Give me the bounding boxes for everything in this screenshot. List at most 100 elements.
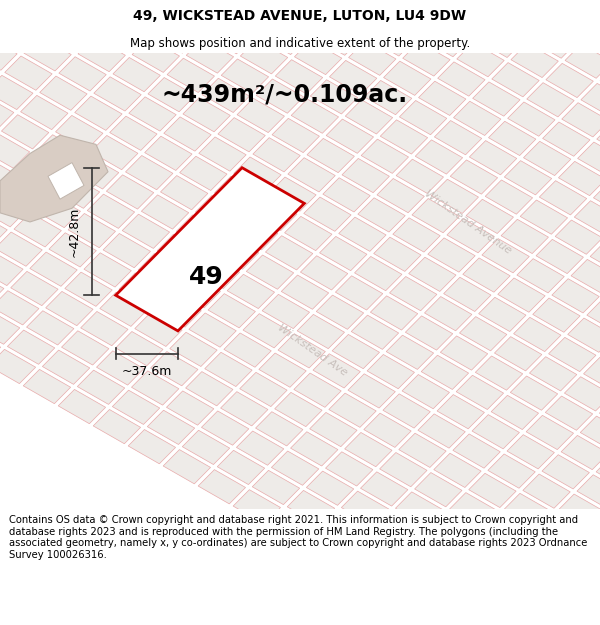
Polygon shape	[78, 38, 125, 72]
Polygon shape	[329, 393, 376, 428]
Polygon shape	[494, 337, 542, 371]
Polygon shape	[447, 219, 494, 253]
Polygon shape	[526, 416, 574, 449]
Polygon shape	[129, 97, 176, 131]
Polygon shape	[125, 156, 173, 190]
Polygon shape	[281, 275, 329, 309]
Polygon shape	[424, 296, 472, 331]
Polygon shape	[265, 236, 313, 270]
Polygon shape	[0, 232, 42, 266]
Polygon shape	[482, 239, 529, 273]
Polygon shape	[590, 240, 600, 274]
Polygon shape	[116, 168, 304, 331]
Polygon shape	[316, 295, 364, 329]
Polygon shape	[284, 216, 332, 251]
Polygon shape	[434, 121, 482, 155]
Polygon shape	[291, 99, 338, 133]
Polygon shape	[211, 235, 259, 269]
Polygon shape	[377, 179, 424, 212]
Polygon shape	[476, 23, 523, 58]
Polygon shape	[542, 455, 589, 489]
Polygon shape	[8, 0, 55, 32]
Polygon shape	[43, 350, 90, 384]
Polygon shape	[163, 449, 211, 484]
Polygon shape	[179, 156, 227, 191]
Polygon shape	[456, 375, 503, 409]
Polygon shape	[145, 136, 192, 171]
Polygon shape	[186, 39, 233, 73]
Polygon shape	[271, 451, 319, 485]
Polygon shape	[157, 234, 205, 269]
Polygon shape	[530, 24, 577, 58]
Polygon shape	[412, 531, 459, 566]
Polygon shape	[307, 138, 355, 172]
Polygon shape	[0, 0, 1, 31]
Polygon shape	[479, 298, 526, 331]
Polygon shape	[326, 119, 374, 153]
Polygon shape	[224, 333, 271, 367]
Polygon shape	[80, 311, 128, 346]
Polygon shape	[234, 157, 281, 191]
Polygon shape	[166, 391, 214, 425]
Polygon shape	[345, 100, 392, 134]
Polygon shape	[511, 43, 559, 78]
Polygon shape	[593, 514, 600, 548]
Polygon shape	[428, 238, 475, 272]
Polygon shape	[358, 198, 405, 232]
Polygon shape	[236, 431, 284, 465]
Polygon shape	[443, 278, 491, 311]
Polygon shape	[505, 161, 552, 195]
Polygon shape	[396, 159, 443, 193]
Polygon shape	[361, 139, 409, 173]
Polygon shape	[485, 180, 533, 214]
Polygon shape	[202, 411, 249, 445]
Polygon shape	[578, 142, 600, 176]
Polygon shape	[0, 251, 23, 286]
Polygon shape	[322, 511, 370, 545]
Polygon shape	[0, 76, 33, 109]
Polygon shape	[221, 392, 268, 426]
Polygon shape	[215, 176, 262, 211]
Polygon shape	[453, 434, 500, 468]
Polygon shape	[584, 357, 600, 392]
Text: ~439m²/~0.109ac.: ~439m²/~0.109ac.	[162, 82, 408, 106]
Polygon shape	[295, 41, 342, 74]
Polygon shape	[170, 0, 218, 34]
Polygon shape	[349, 41, 396, 76]
Polygon shape	[449, 492, 497, 527]
Polygon shape	[185, 372, 233, 406]
Polygon shape	[253, 138, 300, 172]
Polygon shape	[348, 374, 395, 408]
Polygon shape	[597, 122, 600, 157]
Polygon shape	[437, 62, 485, 96]
Polygon shape	[0, 153, 11, 188]
Polygon shape	[237, 98, 284, 132]
Polygon shape	[262, 294, 310, 329]
Polygon shape	[380, 452, 427, 487]
Polygon shape	[224, 0, 272, 34]
Polygon shape	[1, 115, 49, 149]
Polygon shape	[580, 416, 600, 451]
Polygon shape	[332, 334, 380, 369]
Polygon shape	[119, 273, 166, 307]
Polygon shape	[30, 252, 77, 286]
Polygon shape	[552, 279, 599, 313]
Polygon shape	[342, 159, 389, 192]
Polygon shape	[555, 220, 600, 254]
Polygon shape	[549, 4, 596, 39]
Polygon shape	[389, 276, 437, 311]
Polygon shape	[176, 215, 224, 249]
Polygon shape	[74, 96, 122, 131]
Polygon shape	[0, 291, 39, 325]
Polygon shape	[218, 118, 265, 152]
Polygon shape	[205, 19, 253, 54]
Polygon shape	[504, 493, 551, 528]
Polygon shape	[571, 259, 600, 294]
Polygon shape	[0, 17, 36, 51]
Polygon shape	[419, 81, 466, 116]
Polygon shape	[97, 18, 145, 53]
Polygon shape	[403, 42, 450, 76]
Polygon shape	[135, 312, 182, 346]
Polygon shape	[329, 61, 377, 94]
Polygon shape	[320, 236, 367, 271]
